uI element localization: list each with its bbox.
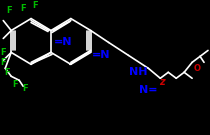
Text: NH: NH [129,67,148,77]
Text: F: F [22,84,28,93]
Text: F: F [6,6,12,15]
Text: =N: =N [91,50,110,60]
Text: =N: =N [54,37,72,47]
Text: N=: N= [139,85,158,95]
Text: F: F [0,58,6,67]
Text: O: O [194,64,201,73]
Text: F: F [4,68,10,77]
Text: F: F [32,1,38,10]
Text: z: z [159,77,165,87]
Text: F: F [0,48,6,57]
Text: F: F [20,4,26,13]
Text: F: F [12,80,18,89]
